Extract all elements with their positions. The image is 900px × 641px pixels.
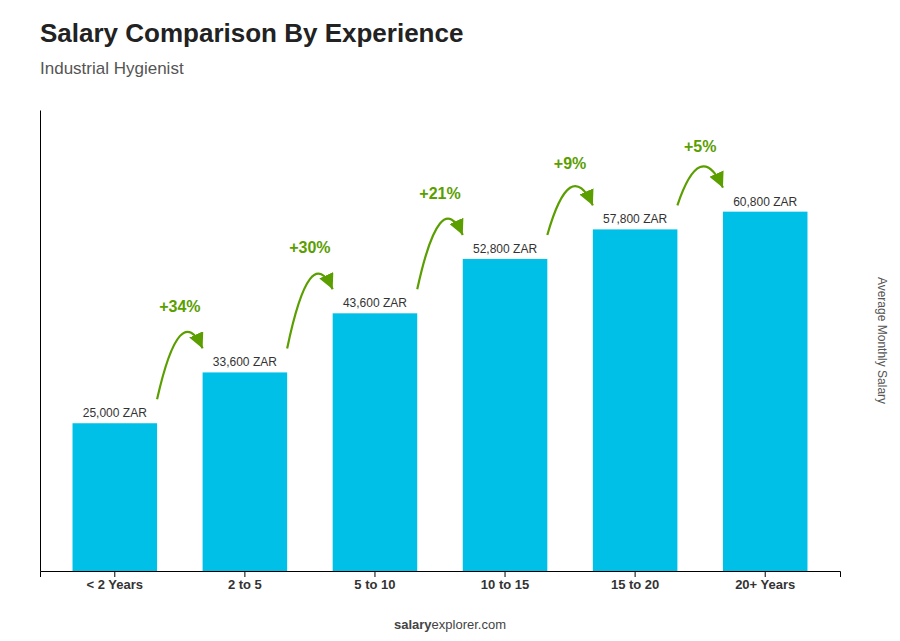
value-labels: 25,000 ZAR 33,600 ZAR 43,600 ZAR 52,800 ZAR…	[83, 195, 798, 421]
subtitle: Industrial Hygienist	[40, 59, 184, 78]
change-arrow	[157, 332, 203, 399]
change-annotations: +34% +30% +21% +9% +5%	[157, 138, 723, 400]
x-tick-label: 5 to 10	[354, 577, 395, 592]
x-tick-label: 20+ Years	[735, 577, 795, 592]
x-tick-group: < 2 Years	[87, 571, 144, 592]
y-axis-title: Average Monthly Salary	[875, 277, 889, 404]
watermark-part: salary	[394, 617, 432, 632]
x-tick	[374, 571, 375, 577]
title: Salary Comparison By Experience	[40, 18, 463, 48]
bars	[73, 212, 808, 571]
value-label: 60,800 ZAR	[733, 195, 797, 209]
change-label: +21%	[419, 185, 460, 202]
value-label: 25,000 ZAR	[83, 406, 147, 420]
x-tick-label: < 2 Years	[87, 577, 144, 592]
x-tick-label: 10 to 15	[481, 577, 529, 592]
x-tick-group: 2 to 5	[228, 571, 262, 592]
watermark: salaryexplorer.com	[394, 617, 506, 632]
value-label: 43,600 ZAR	[343, 296, 407, 310]
x-axis: < 2 Years 2 to 5 5 to 10 10 to 15 15 to 20 20…	[41, 571, 841, 592]
change-arrow	[417, 219, 463, 290]
plot: < 2 Years 2 to 5 5 to 10 10 to 15 15 to 20 20…	[41, 111, 841, 593]
x-tick	[635, 571, 636, 577]
chart: Salary Comparison By Experience Industria…	[0, 0, 900, 641]
watermark-part: explorer.com	[432, 617, 506, 632]
x-tick-label: 2 to 5	[228, 577, 262, 592]
bar	[463, 259, 548, 571]
y-axis	[40, 111, 41, 572]
bar	[593, 229, 678, 571]
x-tick	[114, 571, 115, 577]
bar	[73, 423, 158, 571]
x-tick-group: 10 to 15	[481, 571, 529, 592]
x-tick	[244, 571, 245, 577]
change-arrow	[547, 186, 593, 235]
y-axis-line	[40, 111, 41, 572]
bar	[333, 313, 418, 571]
x-tick-group: 5 to 10	[354, 571, 395, 592]
value-label: 57,800 ZAR	[603, 212, 667, 226]
x-tick-group: 20+ Years	[735, 571, 795, 592]
change-arrow	[677, 166, 723, 205]
change-label: +30%	[289, 239, 330, 256]
x-tick-group: 15 to 20	[611, 571, 659, 592]
value-label: 52,800 ZAR	[473, 242, 537, 256]
change-label: +34%	[159, 298, 200, 315]
x-axis-line	[41, 572, 841, 578]
x-tick	[505, 571, 506, 577]
bar	[203, 372, 288, 571]
change-arrow	[287, 274, 333, 349]
x-tick-label: 15 to 20	[611, 577, 659, 592]
bar	[723, 212, 808, 571]
change-label: +5%	[684, 138, 716, 155]
value-label: 33,600 ZAR	[213, 355, 277, 369]
change-label: +9%	[554, 155, 586, 172]
x-tick	[765, 571, 766, 577]
